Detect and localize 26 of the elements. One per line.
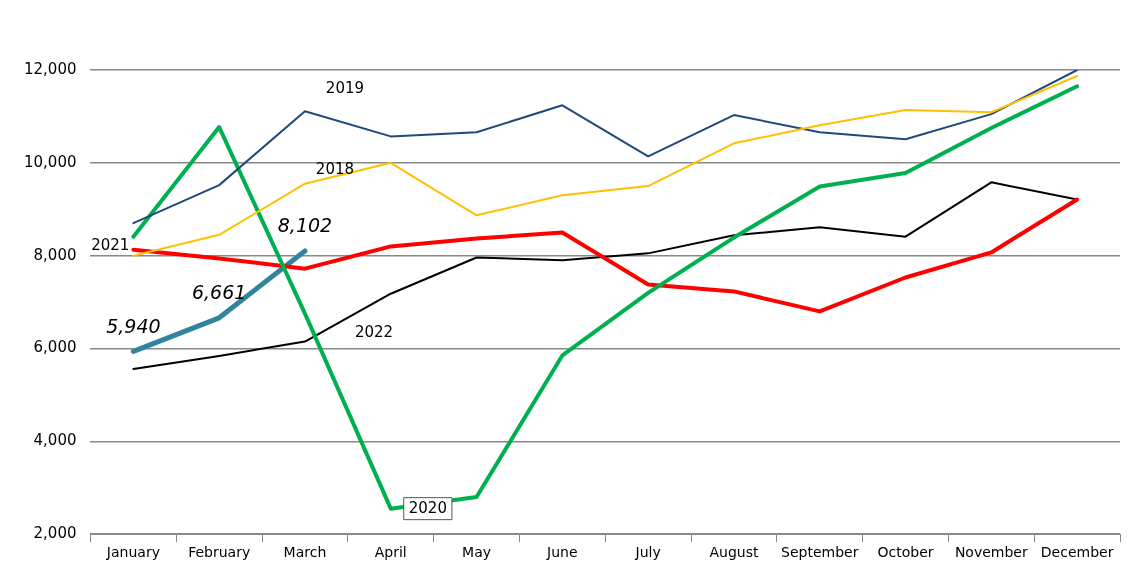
x-tick-label: July [634, 544, 661, 561]
series-label: 2018 [315, 159, 355, 178]
series-label: 2022 [354, 323, 394, 342]
x-tick-label: May [462, 544, 492, 561]
data-label: 8,102 [277, 214, 333, 237]
data-label: 5,940 [106, 314, 161, 337]
y-tick-label: 8,000 [33, 245, 77, 264]
x-tick-label: August [709, 544, 759, 561]
series-label: 2020 [408, 498, 447, 517]
y-tick-label: 6,000 [33, 338, 77, 357]
y-tick-label: 4,000 [33, 431, 77, 450]
x-tick-label: October [877, 544, 934, 561]
x-tick-label: September [781, 544, 859, 561]
x-tick-label: December [1040, 544, 1114, 561]
y-tick-label: 12,000 [23, 59, 77, 78]
series-label: 2019 [325, 79, 365, 98]
x-tick-label: April [374, 544, 407, 561]
data-label: 6,661 [191, 281, 247, 304]
x-tick-label: June [546, 544, 578, 561]
y-tick-label: 2,000 [33, 524, 77, 543]
y-tick-label: 10,000 [23, 152, 77, 171]
x-tick-label: November [954, 544, 1028, 561]
x-tick-label: January [105, 544, 160, 561]
series-label: 2021 [91, 235, 130, 254]
x-tick-label: February [188, 544, 251, 561]
x-tick-label: March [283, 544, 327, 561]
